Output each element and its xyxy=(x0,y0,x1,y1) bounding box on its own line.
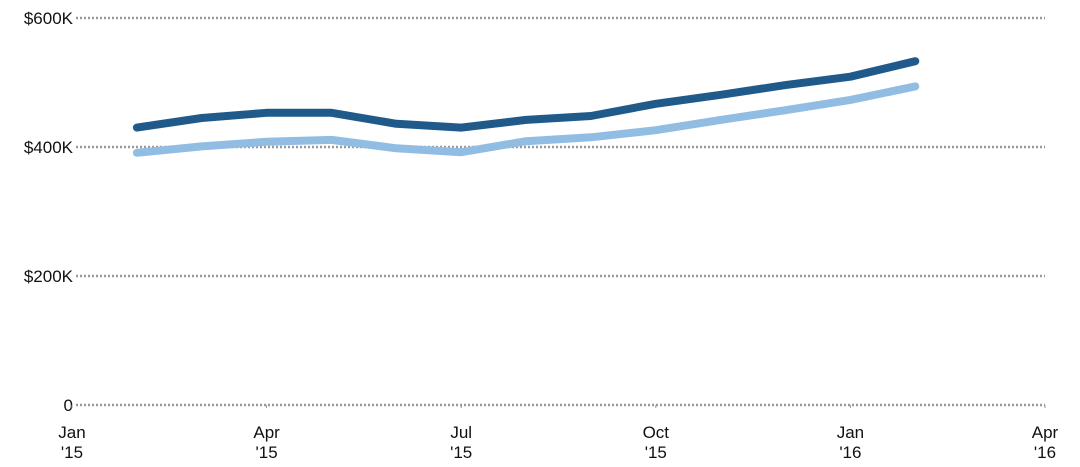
y-tick-label: $600K xyxy=(24,9,74,28)
x-tick-label-line: Jan xyxy=(58,423,85,442)
series-line xyxy=(132,57,920,132)
x-tick-label: Jan '16 xyxy=(837,423,864,462)
y-tick-label: 0 xyxy=(64,396,73,415)
x-tick-label-line: '15 xyxy=(450,443,472,462)
x-tick-label: Apr '15 xyxy=(253,423,280,462)
x-tick-label-line: '15 xyxy=(61,443,83,462)
x-tick-label: Oct '15 xyxy=(643,423,670,462)
x-tick-label-line: '16 xyxy=(839,443,861,462)
y-tick-label: $400K xyxy=(24,138,74,157)
x-tick-label: Jul '15 xyxy=(450,423,472,462)
x-tick-label-line: '15 xyxy=(256,443,278,462)
x-tick-label-line: '16 xyxy=(1034,443,1056,462)
x-tick-label: Jan '15 xyxy=(58,423,85,462)
x-tick-label-line: Apr xyxy=(1032,423,1059,442)
x-tick-label-line: Jan xyxy=(837,423,864,442)
x-tick-label-line: Apr xyxy=(253,423,280,442)
x-tick-label-line: Jul xyxy=(450,423,472,442)
x-tick-label-line: Oct xyxy=(643,423,670,442)
y-tick-label: $200K xyxy=(24,267,74,286)
x-tick-label: Apr '16 xyxy=(1032,423,1059,462)
series-line xyxy=(132,82,920,157)
x-tick-label-line: '15 xyxy=(645,443,667,462)
